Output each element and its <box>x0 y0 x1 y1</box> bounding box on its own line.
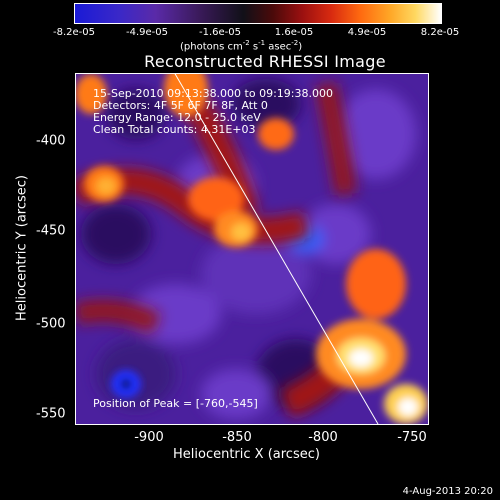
y-tick: -550 <box>36 406 66 422</box>
info-clean: Clean Total counts: 4.31E+03 <box>93 123 256 136</box>
colorbar <box>74 3 442 24</box>
x-tick: -750 <box>397 430 427 445</box>
rhessi-image <box>75 73 429 425</box>
info-time: 15-Sep-2010 09:13:38.000 to 09:19:38.000 <box>93 87 333 100</box>
y-axis-label: Heliocentric Y (arcsec) <box>14 175 30 321</box>
y-tick: -500 <box>36 316 66 332</box>
plot-title: Reconstructed RHESSI Image <box>144 52 386 71</box>
info-detectors: Detectors: 4F 5F 6F 7F 8F, Att 0 <box>93 99 268 112</box>
peak-position-label: Position of Peak = [-760,-545] <box>93 397 258 410</box>
solar-limb-line <box>174 74 379 424</box>
image-canvas <box>76 74 428 424</box>
colorbar-tick: -4.9e-05 <box>126 27 168 38</box>
info-energy: Energy Range: 12.0 - 25.0 keV <box>93 111 261 124</box>
x-tick: -850 <box>222 430 252 445</box>
x-axis-label: Heliocentric X (arcsec) <box>173 447 320 462</box>
y-tick: -450 <box>36 223 66 239</box>
x-tick: -900 <box>134 430 164 445</box>
colorbar-tick: 4.9e-05 <box>347 27 387 38</box>
colorbar-tick: -8.2e-05 <box>53 27 95 38</box>
colorbar-units: (photons cm-2 s-1 asec-2) <box>180 39 303 53</box>
colorbar-tick: 1.6e-05 <box>274 27 314 38</box>
colorbar-tick: 8.2e-05 <box>420 27 460 38</box>
colorbar-tick: -1.6e-05 <box>199 27 241 38</box>
y-tick: -400 <box>36 133 66 149</box>
date-stamp: 4-Aug-2013 20:20 <box>402 486 493 497</box>
x-tick: -800 <box>308 430 338 445</box>
